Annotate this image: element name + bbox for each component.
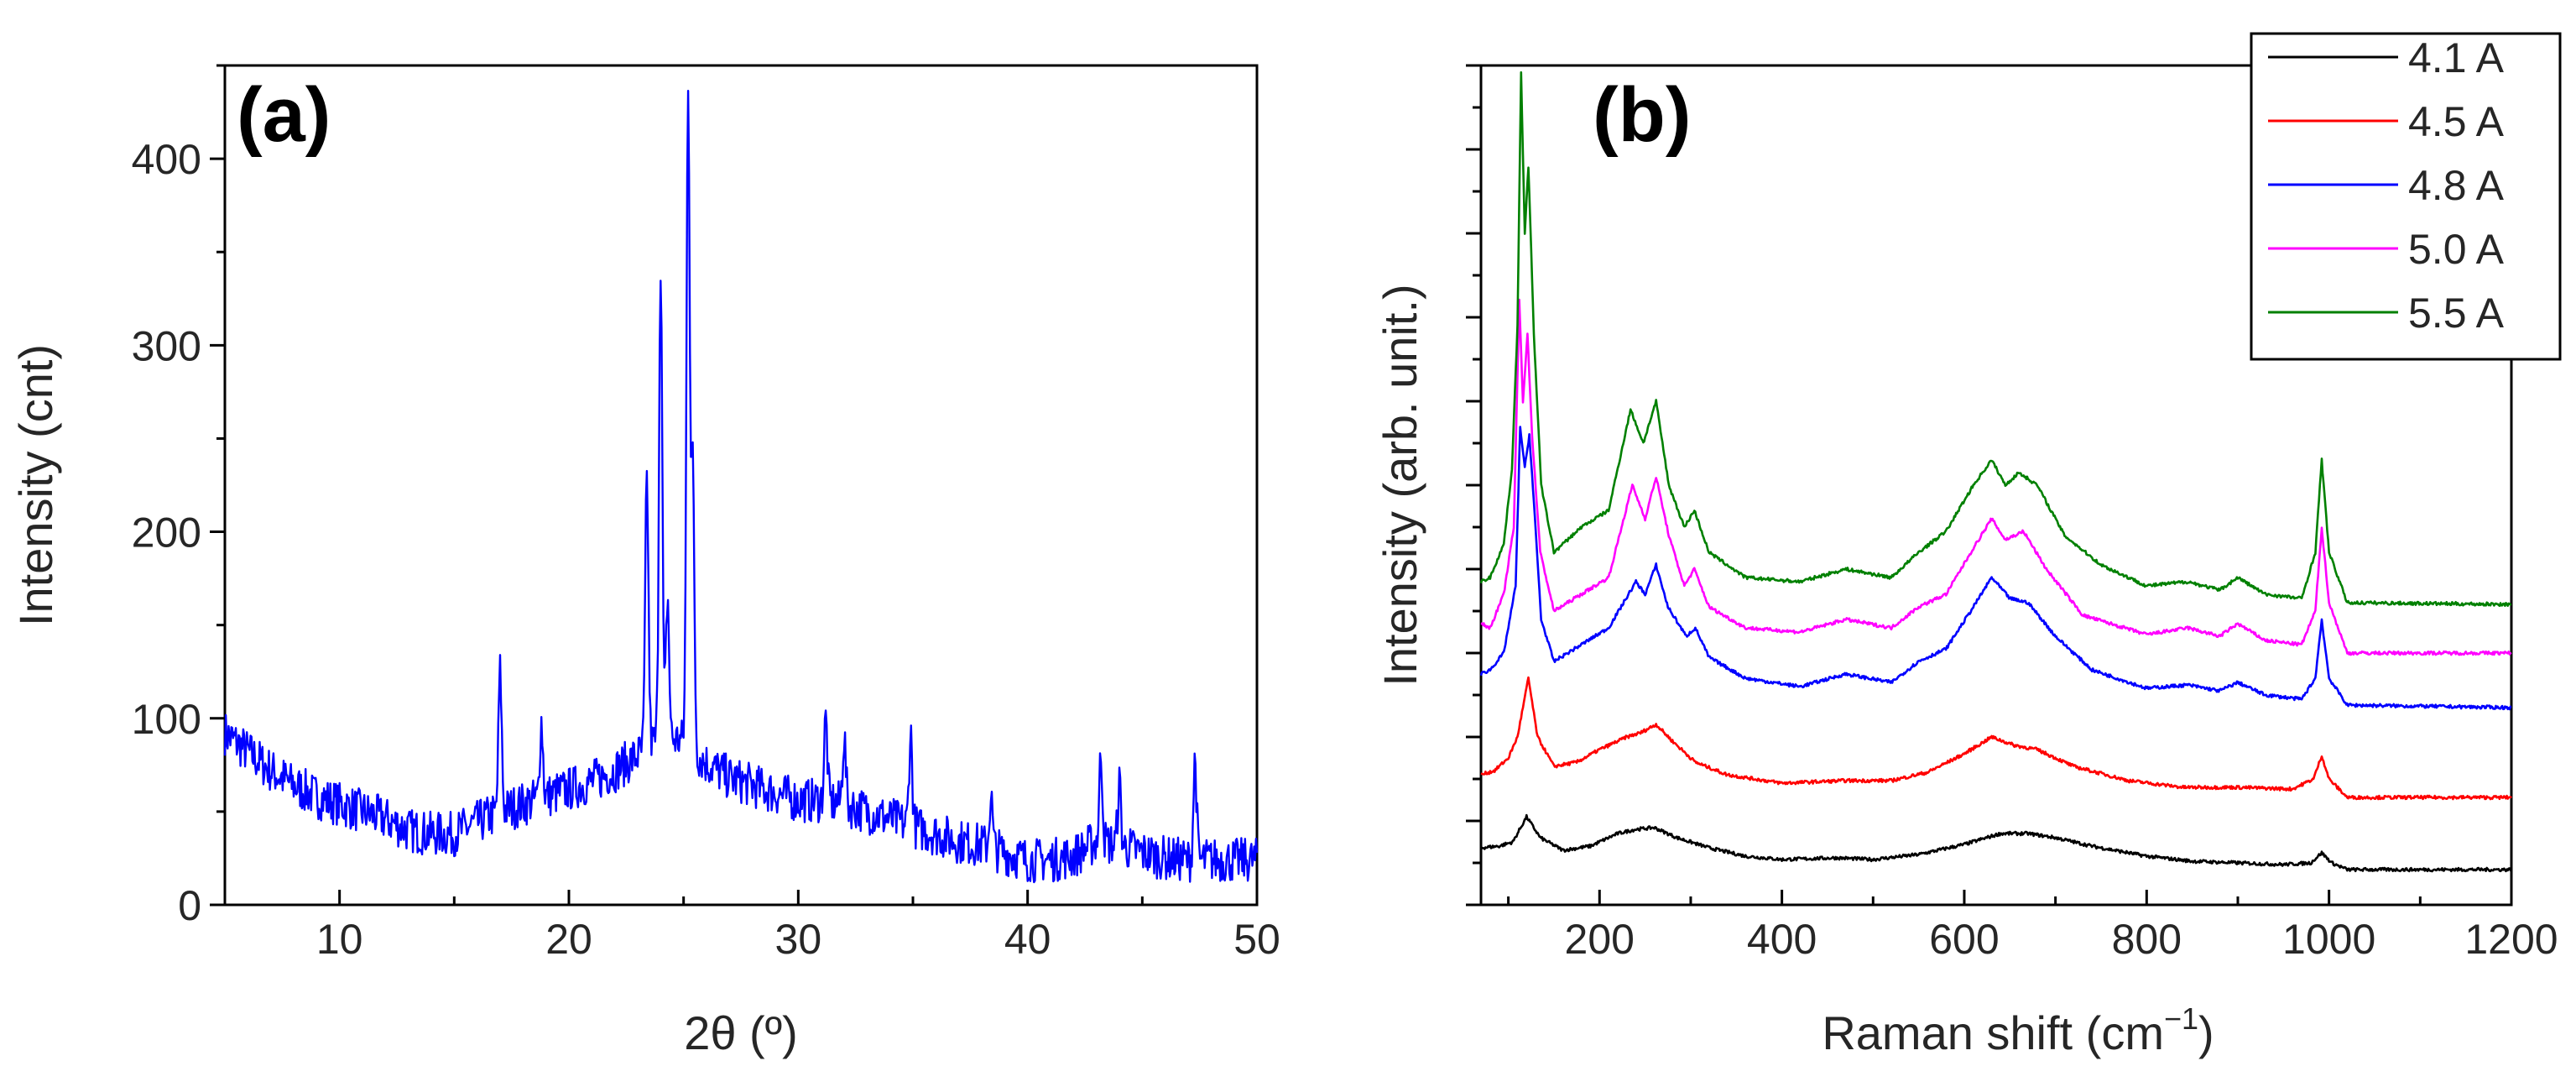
raman-x-axis-label-main: Raman shift (cm	[1822, 1006, 2164, 1059]
xrd-x-tick-label: 50	[1233, 916, 1280, 963]
xrd-panel-label: (a)	[237, 72, 331, 158]
xrd-x-tick-label: 20	[545, 916, 592, 963]
xrd-x-ticks: 10 20 30 40 50	[316, 890, 1280, 963]
raman-x-axis-label: Raman shift (cm−1)	[1822, 1001, 2214, 1059]
raman-y-axis-label: Intensity (arb. unit.)	[1374, 284, 1426, 686]
xrd-x-tick-label: 30	[775, 916, 822, 963]
raman-x-axis-label-superscript: −1	[2164, 1001, 2198, 1036]
xrd-x-tick-label: 10	[316, 916, 363, 963]
raman-x-tick-label: 400	[1747, 916, 1817, 963]
raman-x-tick-label: 200	[1565, 916, 1635, 963]
raman-panel-label: (b)	[1593, 72, 1691, 158]
legend-label: 5.5 A	[2408, 290, 2505, 337]
legend-label: 4.1 A	[2408, 34, 2505, 81]
legend-label: 5.0 A	[2408, 226, 2505, 273]
raman-series-line-4-1-a	[1480, 813, 2512, 873]
xrd-x-axis-label: 2θ (º)	[684, 1006, 798, 1059]
raman-series-line-5-0-a	[1480, 298, 2512, 656]
xrd-y-ticks: 0 100 200 300 400	[132, 64, 225, 929]
raman-x-axis-label-end: )	[2198, 1006, 2214, 1059]
xrd-y-axis-label: Intensity (cnt)	[9, 344, 62, 626]
raman-x-ticks: 200 400 600 800 1000 1200	[1507, 890, 2558, 963]
raman-panel: 200 400 600 800 1000 1200 (b) Raman shift (cm…	[1374, 32, 2562, 1059]
legend-box	[2250, 32, 2562, 361]
raman-x-tick-label: 600	[1929, 916, 1999, 963]
raman-series-line-5-5-a	[1479, 71, 2512, 608]
xrd-y-tick-label: 0	[178, 882, 201, 929]
xrd-y-tick-label: 400	[132, 136, 201, 183]
xrd-pattern-line	[223, 90, 1259, 884]
xrd-y-tick-label: 300	[132, 322, 201, 369]
xrd-plot-frame	[223, 64, 1259, 907]
xrd-panel: 10 20 30 40 50 0 100 200 300 400 (a) 2θ (º) Inte…	[9, 64, 1280, 1059]
xrd-x-tick-label: 40	[1004, 916, 1051, 963]
raman-y-ticks	[1466, 64, 1481, 907]
xrd-y-tick-label: 100	[132, 696, 201, 743]
raman-x-tick-label: 1000	[2282, 916, 2375, 963]
raman-legend: 4.1 A 4.5 A 4.8 A 5.0 A 5.5 A	[2250, 32, 2562, 361]
legend-label: 4.5 A	[2408, 98, 2505, 145]
raman-x-tick-label: 800	[2112, 916, 2182, 963]
legend-label: 4.8 A	[2408, 162, 2505, 209]
xrd-y-tick-label: 200	[132, 510, 201, 557]
raman-series-line-4-8-a	[1479, 426, 2512, 711]
raman-series-lines	[1479, 71, 2512, 873]
legend-entries: 4.1 A 4.5 A 4.8 A 5.0 A 5.5 A	[2268, 34, 2505, 337]
raman-x-tick-label: 1200	[2464, 916, 2558, 963]
raman-series-line-4-5-a	[1480, 676, 2512, 801]
